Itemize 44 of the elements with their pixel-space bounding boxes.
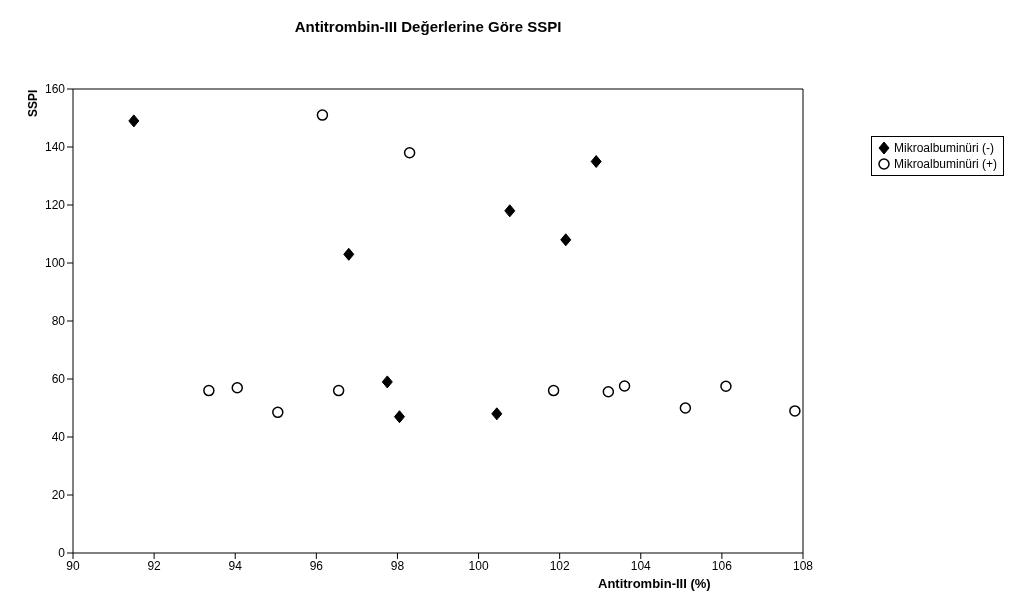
point (590, 155, 602, 168)
x-axis-title: Antitrombin-III (%) (598, 576, 711, 591)
x-tick-label: 98 (390, 558, 405, 573)
point (602, 386, 615, 398)
legend-label: Mikroalbuminüri (+) (893, 156, 997, 172)
point (332, 384, 345, 397)
x-tick-label: 100 (468, 558, 489, 573)
point (504, 204, 516, 218)
point (547, 384, 560, 397)
y-tick-label: 80 (51, 314, 66, 329)
point (491, 407, 503, 421)
chart-title: Antitrombin-III Değerlerine Göre SSPI (293, 18, 563, 35)
x-tick-label: 96 (309, 558, 324, 573)
point (789, 405, 801, 417)
x-tick-label: 92 (147, 558, 162, 573)
x-tick-label: 104 (630, 558, 652, 573)
y-tick-label: 40 (51, 430, 66, 445)
point (560, 233, 572, 247)
point (316, 109, 329, 121)
point (343, 247, 355, 261)
x-tick-label: 102 (549, 558, 570, 573)
y-tick-label: 160 (44, 82, 66, 97)
x-tick-label: 108 (792, 558, 814, 573)
y-axis-title: SSPI (25, 89, 40, 117)
y-tick-label: 100 (44, 256, 66, 271)
y-tick-label: 120 (44, 198, 66, 213)
point (679, 402, 692, 414)
point (272, 406, 284, 419)
y-tick-label: 140 (44, 140, 66, 155)
point (203, 384, 215, 397)
point (231, 381, 243, 394)
legend-label: Mikroalbuminüri (-) (893, 140, 994, 156)
point (381, 375, 393, 389)
point (403, 147, 416, 159)
point (128, 114, 140, 128)
y-tick-label: 0 (58, 546, 66, 561)
y-tick-label: 60 (51, 372, 66, 387)
y-tick-label: 20 (51, 488, 66, 503)
x-tick-label: 106 (711, 558, 733, 573)
point (618, 380, 631, 392)
point (393, 410, 405, 424)
x-tick-label: 94 (228, 558, 243, 573)
point (720, 380, 732, 392)
x-tick-label: 90 (66, 558, 80, 573)
